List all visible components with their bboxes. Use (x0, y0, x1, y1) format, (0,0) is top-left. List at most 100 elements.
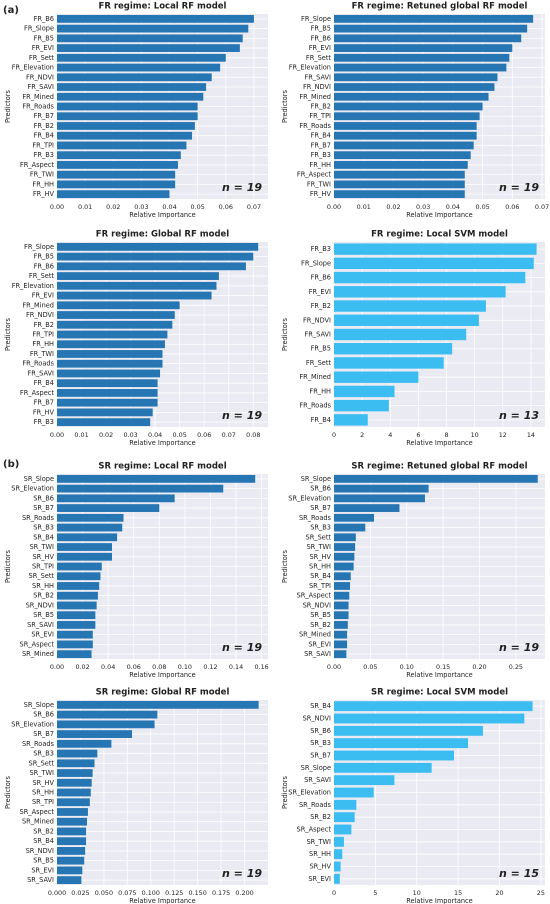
bar (57, 252, 254, 261)
x-tick-label: 0.075 (118, 889, 136, 897)
y-tick-label: FR_B2 (311, 103, 331, 111)
y-tick-label: FR_Aspect (20, 389, 54, 397)
x-tick-label: 0.05 (363, 663, 377, 671)
bar (334, 750, 454, 761)
bar (334, 170, 465, 179)
bar (57, 311, 175, 319)
panel-label: (a) (3, 5, 19, 16)
y-tick-label: FR_B3 (34, 151, 54, 159)
y-tick-label: FR_Elevation (289, 64, 331, 72)
y-tick-label: SR_TPI (309, 582, 331, 590)
annotation: n = 19 (222, 181, 262, 194)
y-axis-label: Predictors (281, 317, 289, 350)
y-tick-label: SR_B3 (33, 750, 54, 758)
chart-title: SR regime: Retuned global RF model (351, 462, 527, 472)
bar (57, 301, 180, 310)
bar (57, 611, 96, 620)
y-tick-label: FR_B4 (34, 379, 54, 387)
y-tick-label: FR_B2 (34, 122, 54, 130)
y-tick-label: SR_Sett (29, 759, 55, 767)
bar (334, 562, 354, 571)
bar (57, 484, 224, 493)
y-tick-label: SR_Aspect (20, 640, 55, 648)
x-tick-label: 0.025 (71, 889, 89, 897)
bar (334, 14, 534, 23)
x-tick-label: 0.00 (50, 203, 64, 211)
bar (57, 494, 175, 503)
bar (57, 562, 102, 571)
x-tick-label: 0.01 (78, 203, 92, 211)
y-tick-label: FR_Roads (299, 122, 331, 130)
x-tick-label: 0.06 (197, 431, 211, 439)
x-tick-label: 0.20 (472, 663, 486, 671)
x-axis-label: Relative Importance (406, 439, 472, 447)
bar (334, 738, 469, 749)
bar (334, 601, 349, 610)
y-axis-label: Predictors (4, 317, 12, 350)
x-tick-label: 0.04 (162, 203, 176, 211)
y-tick-label: FR_EVI (32, 292, 54, 300)
chart-title: SR regime: Local SVM model (371, 688, 508, 698)
y-tick-label: FR_B2 (311, 302, 331, 310)
y-tick-label: SR_Mined (299, 631, 331, 639)
y-tick-label: SR_Slope (301, 764, 331, 772)
y-tick-label: SR_Elevation (288, 789, 331, 797)
y-tick-label: SR_B7 (33, 504, 54, 512)
y-tick-label: FR_HH (32, 340, 54, 348)
x-tick-label: 0.01 (357, 203, 371, 211)
x-tick-label: 0.00 (50, 431, 64, 439)
bar (334, 102, 483, 111)
y-tick-label: FR_TPI (32, 141, 54, 149)
bar (334, 131, 477, 140)
y-tick-label: SR_B3 (310, 739, 331, 747)
chart-title: SR regime: Local RF model (98, 462, 226, 472)
y-tick-label: SR_Aspect (20, 808, 55, 816)
y-tick-label: SR_Slope (24, 701, 54, 709)
bar (334, 543, 356, 551)
x-tick-label: 12 (499, 431, 507, 439)
bar (334, 713, 525, 724)
y-tick-label: FR_TWI (307, 180, 331, 188)
y-tick-label: SR_TWI (306, 543, 331, 551)
bar (57, 847, 86, 855)
bar (334, 399, 389, 412)
y-tick-label: FR_Aspect (20, 161, 54, 169)
bar (334, 523, 366, 532)
bar (334, 63, 507, 72)
chart-title: SR regime: Global RF model (96, 688, 230, 698)
x-tick-label: 0.175 (212, 889, 230, 897)
bar (57, 418, 151, 427)
x-tick-label: 0.08 (152, 663, 166, 671)
y-tick-label: SR_HV (32, 779, 54, 787)
y-tick-label: FR_Sett (29, 54, 54, 62)
y-tick-label: FR_B6 (311, 34, 331, 42)
bar (334, 611, 349, 620)
y-tick-label: FR_B7 (34, 112, 54, 120)
bar (57, 63, 221, 72)
bar (57, 408, 153, 417)
x-axis-label: Relative Importance (129, 897, 195, 904)
bar (57, 739, 112, 748)
bar (334, 112, 480, 121)
x-tick-label: 0.03 (134, 203, 148, 211)
y-tick-label: FR_SAVI (304, 73, 331, 81)
bar (57, 161, 178, 169)
x-tick-label: 0.05 (173, 431, 187, 439)
bar (334, 552, 355, 561)
bar (57, 650, 92, 659)
annotation: n = 13 (499, 409, 539, 422)
x-tick-label: 0.00 (327, 663, 341, 671)
y-tick-label: FR_Elevation (12, 282, 54, 290)
y-tick-label: SR_B5 (33, 857, 54, 865)
y-axis-label: Predictors (4, 775, 12, 808)
x-tick-label: 15 (454, 889, 462, 897)
bar (334, 621, 348, 629)
y-tick-label: SR_EVI (31, 631, 54, 639)
y-tick-label: SR_B4 (33, 837, 54, 845)
x-tick-label: 0.150 (189, 889, 207, 897)
bar (57, 369, 161, 378)
bar (334, 92, 489, 101)
y-tick-label: FR_B2 (34, 321, 54, 329)
y-tick-label: FR_Roads (22, 360, 54, 368)
